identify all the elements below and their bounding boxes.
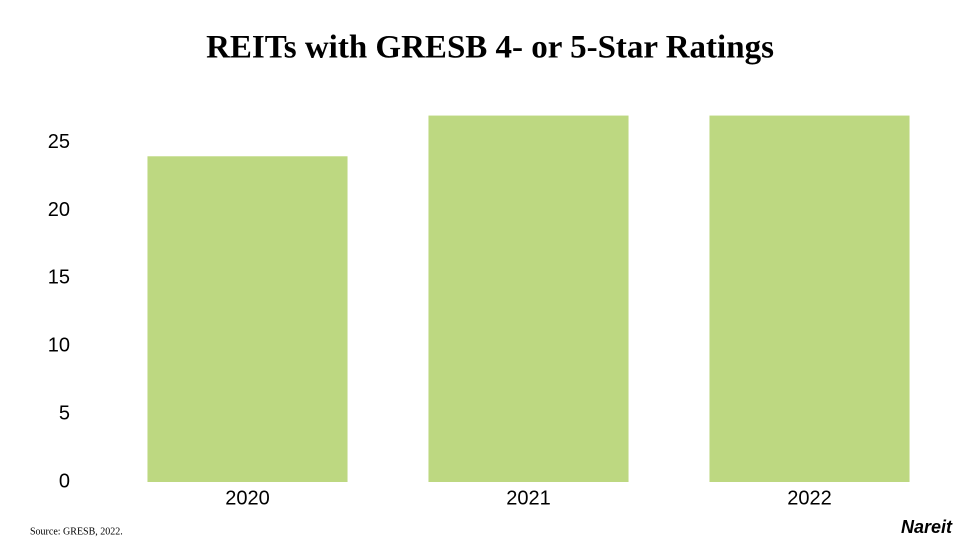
y-tick-label: 25	[48, 131, 70, 153]
bar	[147, 156, 348, 483]
y-tick-label: 10	[48, 335, 70, 357]
logo: Nareit	[901, 517, 953, 537]
y-tick-label: 20	[48, 199, 70, 221]
bar	[428, 115, 629, 483]
y-tick-label: 0	[59, 470, 70, 492]
y-tick-label: 15	[48, 267, 70, 289]
x-tick-label: 2021	[506, 487, 551, 509]
source-note: Source: GRESB, 2022.	[30, 526, 123, 537]
x-tick-label: 2020	[225, 487, 270, 509]
y-tick-label: 5	[59, 402, 70, 424]
bar	[709, 115, 910, 483]
chart-title: REITs with GRESB 4- or 5-Star Ratings	[206, 30, 774, 66]
x-tick-label: 2022	[787, 487, 832, 509]
